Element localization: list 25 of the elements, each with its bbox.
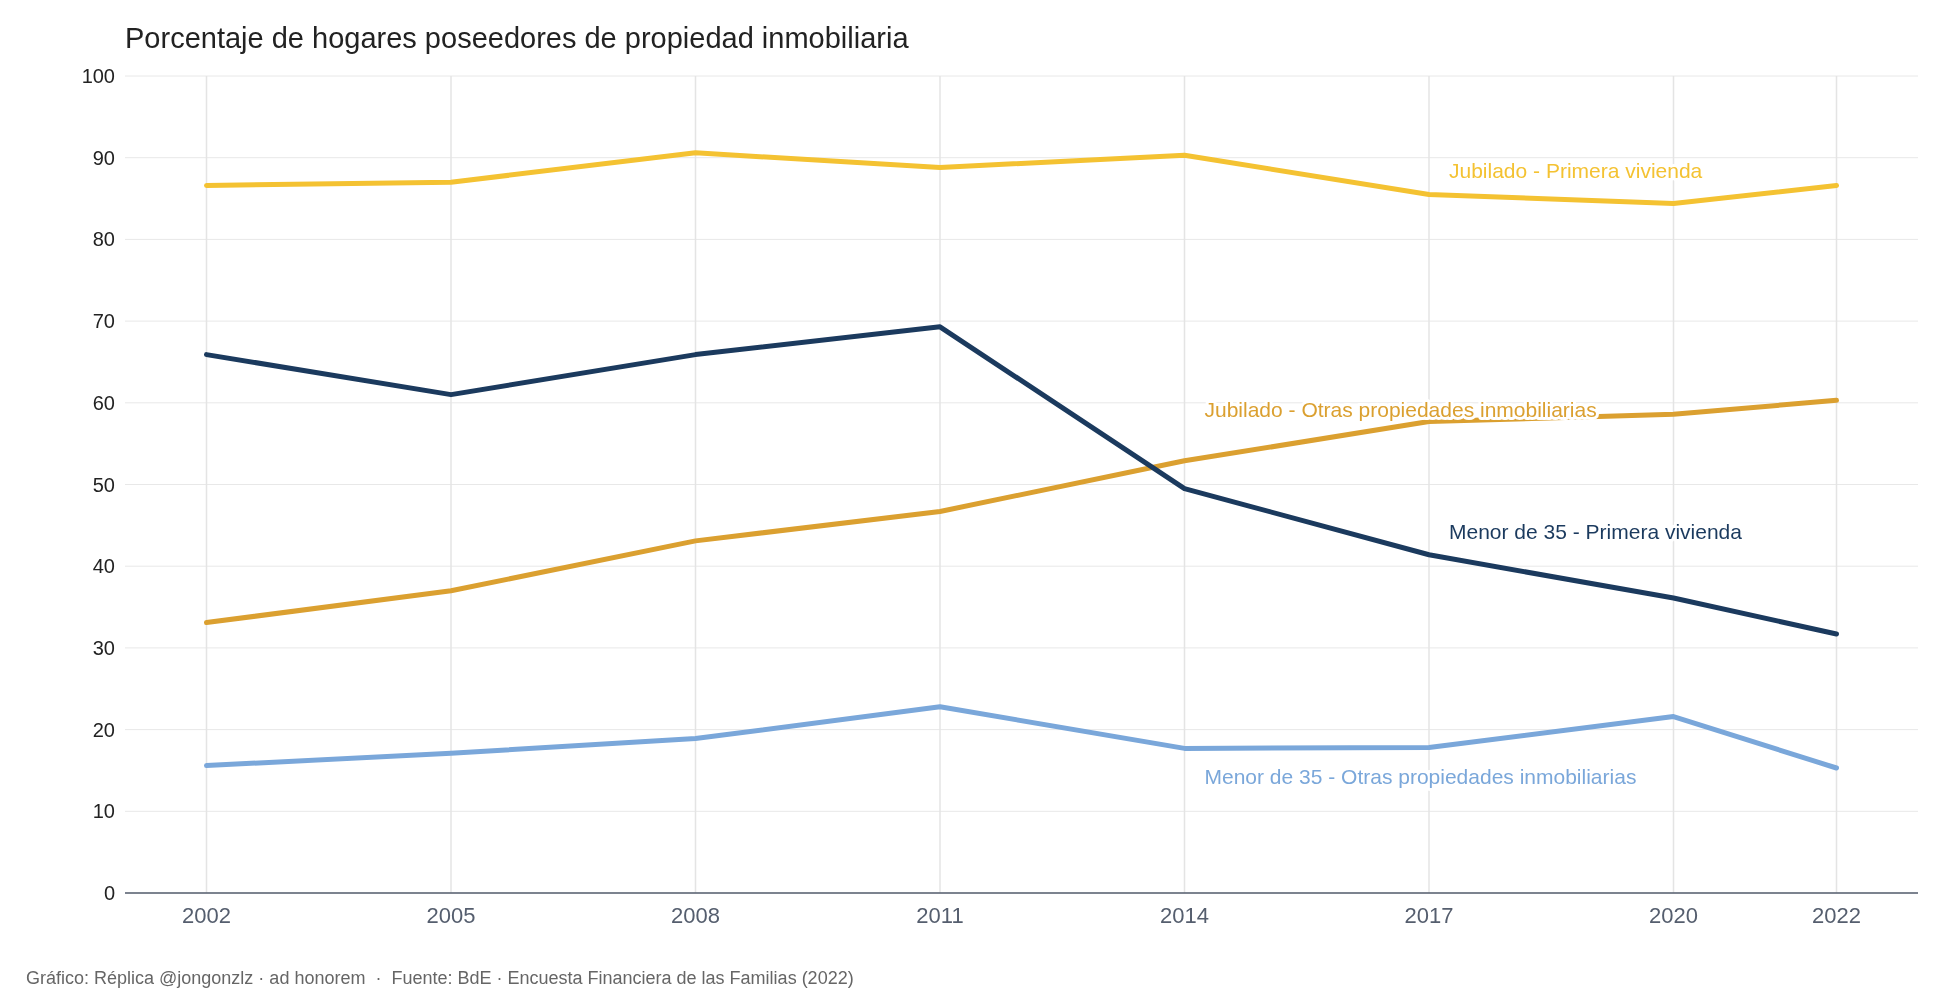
x-tick-label: 2011 [916, 903, 964, 928]
y-tick-label: 20 [92, 718, 115, 741]
series-label: Jubilado - Otras propiedades inmobiliarias [1204, 397, 1597, 421]
x-tick-label: 2014 [1160, 903, 1209, 928]
y-tick-label: 30 [92, 636, 115, 659]
series-label: Jubilado - Primera vivienda [1449, 159, 1703, 183]
y-tick-label: 70 [92, 310, 115, 333]
y-tick-label: 80 [92, 228, 115, 251]
y-tick-label: 0 [103, 882, 115, 904]
y-tick-label: 90 [92, 146, 115, 169]
series-label: Menor de 35 - Otras propiedades inmobiliarias [1204, 765, 1637, 789]
chart-title: Porcentaje de hogares poseedores de propiedad inmobiliaria [125, 22, 910, 54]
x-tick-label: 2017 [1404, 903, 1454, 928]
y-tick-label: 60 [92, 391, 115, 414]
x-tick-label: 2005 [426, 903, 476, 928]
y-tick-label: 40 [92, 555, 115, 578]
series-label: Menor de 35 - Primera vivienda [1449, 519, 1743, 543]
x-tick-label: 2020 [1649, 903, 1698, 928]
x-tick-label: 2008 [671, 903, 720, 928]
text: Gráfico: Réplica @jongonzlz · ad honorem · Fuente: BdE · Encuesta Financiera de las Familias (2022) [26, 968, 854, 988]
x-tick-label: 2022 [1812, 903, 1861, 928]
y-tick-label: 50 [92, 473, 115, 496]
x-tick-label: 2002 [182, 903, 231, 928]
y-tick-label: 100 [81, 65, 115, 87]
y-tick-label: 10 [92, 800, 115, 823]
